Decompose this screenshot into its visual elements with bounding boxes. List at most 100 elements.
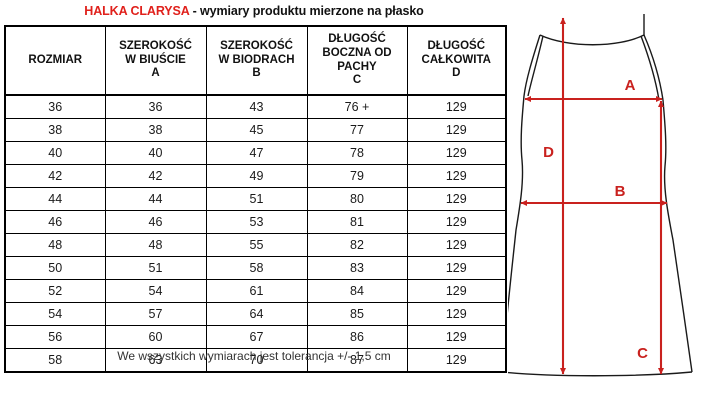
cell-side-length: 79 <box>306 164 408 188</box>
cell-side-length: 78 <box>306 141 408 165</box>
table-row: 52 54 61 84 129 <box>4 279 507 303</box>
cell-size: 58 <box>4 348 106 373</box>
table-row: 36 36 43 76 +129 <box>4 94 507 119</box>
cell-side-length: 87 <box>306 348 408 373</box>
cell-total-length: 129 <box>406 233 507 257</box>
column-header-size: ROZMIAR <box>4 25 106 96</box>
garment-diagram-panel: A B C D <box>508 0 701 404</box>
dress-diagram: A B C D <box>508 14 693 377</box>
cell-bust-width: 51 <box>104 256 207 280</box>
cell-size: 50 <box>4 256 106 280</box>
dimension-label-d: D <box>543 144 554 161</box>
cell-side-length: 84 <box>306 279 408 303</box>
cell-hip-width: 53 <box>205 210 308 234</box>
cell-size: 56 <box>4 325 106 349</box>
cell-side-length: 85 <box>306 302 408 326</box>
cell-hip-width: 61 <box>205 279 308 303</box>
cell-total-length: 129 <box>406 141 507 165</box>
cell-size: 44 <box>4 187 106 211</box>
header-line: CAŁKOWITA <box>421 53 491 66</box>
cell-bust-width: 63 <box>104 348 207 373</box>
header-dimension-letter: C <box>352 74 362 87</box>
table-row: 56 60 67 86 129 <box>4 325 507 349</box>
cell-bust-width: 44 <box>104 187 207 211</box>
measurements-table-body: 36 36 43 76 +129 38 38 45 77 129 40 40 47 78 129 42 42 4… <box>4 94 507 373</box>
cell-side-length: 86 <box>306 325 408 349</box>
cell-bust-width: 38 <box>104 118 207 142</box>
table-header-row: ROZMIAR SZEROKOŚĆ W BIUŚCIE A SZEROKOŚĆ … <box>4 25 507 96</box>
cell-bust-width: 57 <box>104 302 207 326</box>
cell-size: 46 <box>4 210 106 234</box>
cell-hip-width: 51 <box>205 187 308 211</box>
cell-bust-width: 40 <box>104 141 207 165</box>
cell-bust-width: 42 <box>104 164 207 188</box>
dress-outline <box>508 14 693 377</box>
cell-size: 42 <box>4 164 106 188</box>
brand-name: HALKA CLARYSA <box>84 4 190 18</box>
cell-hip-width: 55 <box>205 233 308 257</box>
cell-size: 40 <box>4 141 106 165</box>
table-row: 42 42 49 79 129 <box>4 164 507 188</box>
table-row: 38 38 45 77 129 <box>4 118 507 142</box>
header-line: PACHY <box>337 60 377 73</box>
page-title: HALKA CLARYSA - wymiary produktu mierzon… <box>0 4 508 18</box>
header-line: DŁUGOŚĆ <box>328 33 386 46</box>
table-row: 50 51 58 83 129 <box>4 256 507 280</box>
dimension-label-c: C <box>637 345 648 362</box>
dimension-label-a: A <box>625 77 636 94</box>
cell-hip-width: 47 <box>205 141 308 165</box>
cell-size: 48 <box>4 233 106 257</box>
header-line: ROZMIAR <box>28 53 83 66</box>
cell-side-length: 76 + <box>306 94 408 119</box>
header-line: DŁUGOŚĆ <box>427 40 486 53</box>
cell-total-length: 129 <box>406 118 507 142</box>
measurement-arrows <box>520 17 668 375</box>
cell-side-length: 80 <box>306 187 408 211</box>
tolerance-note: We wszystkich wymiarach jest tolerancja … <box>117 349 391 363</box>
cell-total-length: 129 <box>406 187 507 211</box>
column-header-hip-width: SZEROKOŚĆ W BIODRACH B <box>205 25 308 96</box>
table-row: 44 44 51 80 129 <box>4 187 507 211</box>
cell-total-length: 129 <box>406 348 507 373</box>
table-row: 46 46 53 81 129 <box>4 210 507 234</box>
cell-size: 54 <box>4 302 106 326</box>
cell-size: 52 <box>4 279 106 303</box>
cell-hip-width: 67 <box>205 325 308 349</box>
cell-side-length: 82 <box>306 233 408 257</box>
cell-total-length: 129 <box>406 256 507 280</box>
column-header-bust-width: SZEROKOŚĆ W BIUŚCIE A <box>104 25 207 96</box>
header-line: W BIODRACH <box>218 53 295 66</box>
cell-total-length: 129 <box>406 279 507 303</box>
header-dimension-letter: A <box>151 67 160 80</box>
cell-bust-width: 46 <box>104 210 207 234</box>
cell-bust-width: 48 <box>104 233 207 257</box>
cell-hip-width: 58 <box>205 256 308 280</box>
header-line: W BIUŚCIE <box>125 53 186 66</box>
cell-total-length: 129 <box>406 210 507 234</box>
cell-total-length: 129 <box>406 302 507 326</box>
header-line: SZEROKOŚĆ <box>220 40 293 53</box>
cell-size: 36 <box>4 94 106 119</box>
cell-total-length: 129 <box>406 94 507 119</box>
cell-bust-width: 54 <box>104 279 207 303</box>
cell-hip-width: 45 <box>205 118 308 142</box>
cell-side-length: 81 <box>306 210 408 234</box>
cell-hip-width: 43 <box>205 94 308 119</box>
column-header-side-length: DŁUGOŚĆ BOCZNA OD PACHY C <box>306 25 408 96</box>
table-row: 58 63 70 87 129 <box>4 348 507 373</box>
cell-hip-width: 49 <box>205 164 308 188</box>
cell-hip-width: 64 <box>205 302 308 326</box>
cell-side-length: 77 <box>306 118 408 142</box>
table-row: 48 48 55 82 129 <box>4 233 507 257</box>
cell-bust-width: 60 <box>104 325 207 349</box>
title-subtitle: - wymiary produktu mierzone na płasko <box>189 4 424 18</box>
table-row: 54 57 64 85 129 <box>4 302 507 326</box>
cell-side-length: 83 <box>306 256 408 280</box>
header-line: SZEROKOŚĆ <box>119 40 192 53</box>
cell-total-length: 129 <box>406 164 507 188</box>
column-header-total-length: DŁUGOŚĆ CAŁKOWITA D <box>406 25 507 96</box>
size-chart-panel: HALKA CLARYSA - wymiary produktu mierzon… <box>0 4 508 373</box>
table-row: 40 40 47 78 129 <box>4 141 507 165</box>
header-dimension-letter: D <box>452 67 461 80</box>
dimension-label-b: B <box>615 183 626 200</box>
